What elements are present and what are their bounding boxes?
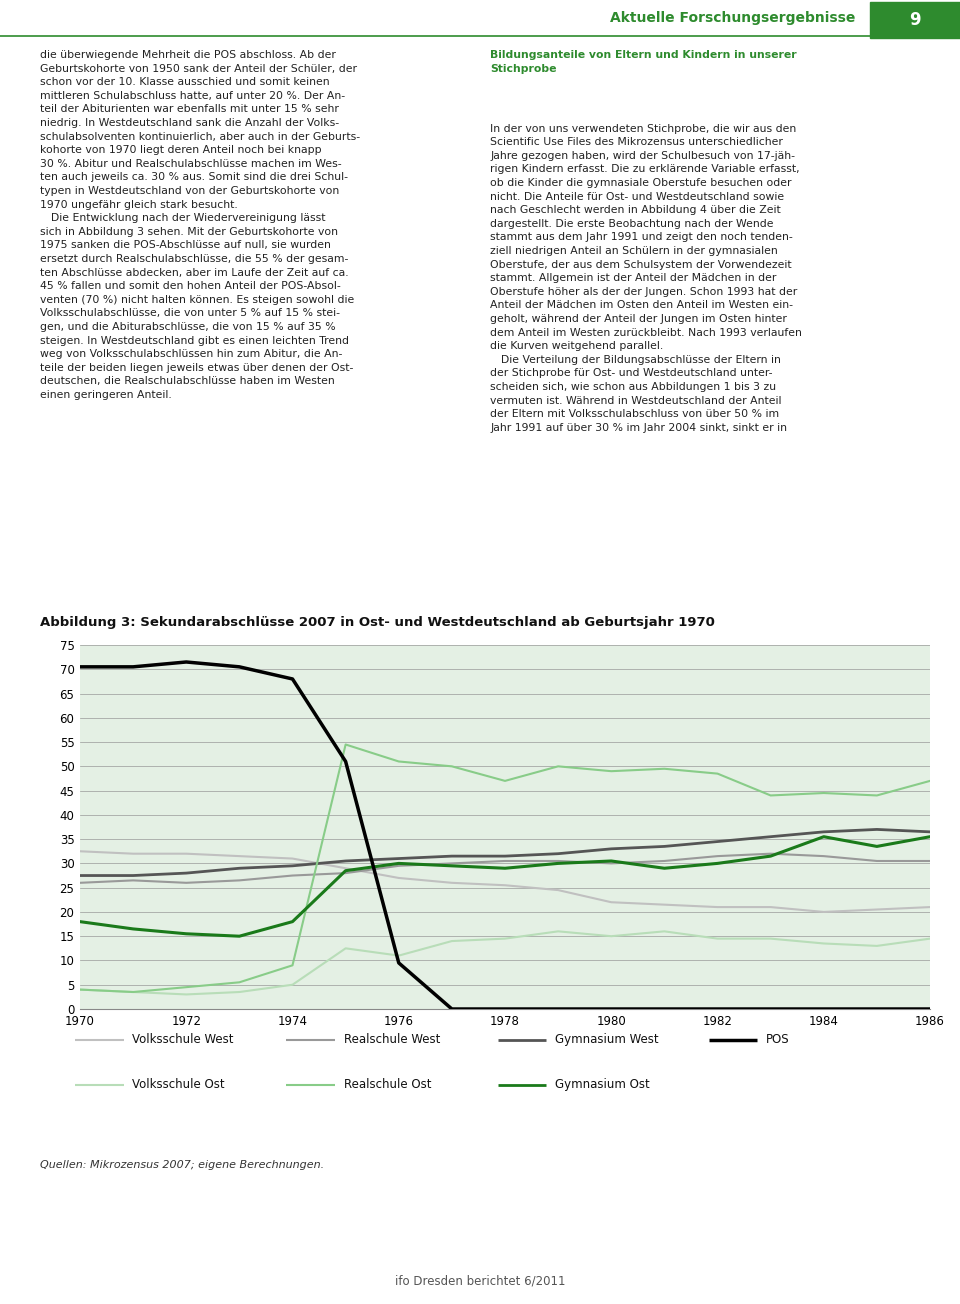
Text: In der von uns verwendeten Stichprobe, die wir aus den
Scientific Use Files des : In der von uns verwendeten Stichprobe, d…	[490, 124, 802, 433]
Text: die überwiegende Mehrheit die POS abschloss. Ab der
Geburtskohorte von 1950 sank: die überwiegende Mehrheit die POS abschl…	[40, 50, 360, 400]
Text: Realschule West: Realschule West	[344, 1033, 440, 1046]
Bar	[870, 3, 960, 38]
Text: Volksschule West: Volksschule West	[132, 1033, 234, 1046]
Text: POS: POS	[766, 1033, 790, 1046]
Text: Abbildung 3: Sekundarabschlüsse 2007 in Ost- und Westdeutschland ab Geburtsjahr : Abbildung 3: Sekundarabschlüsse 2007 in …	[40, 615, 715, 629]
Text: 9: 9	[909, 10, 921, 29]
Text: Realschule Ost: Realschule Ost	[344, 1078, 431, 1091]
Text: Gymnasium West: Gymnasium West	[555, 1033, 659, 1046]
Text: Volksschule Ost: Volksschule Ost	[132, 1078, 225, 1091]
Text: Quellen: Mikrozensus 2007; eigene Berechnungen.: Quellen: Mikrozensus 2007; eigene Berech…	[40, 1161, 324, 1170]
Text: ifo Dresden berichtet 6/2011: ifo Dresden berichtet 6/2011	[395, 1275, 565, 1287]
Text: Gymnasium Ost: Gymnasium Ost	[555, 1078, 650, 1091]
Text: Aktuelle Forschungsergebnisse: Aktuelle Forschungsergebnisse	[610, 10, 855, 25]
Text: Bildungsanteile von Eltern und Kindern in unserer
Stichprobe: Bildungsanteile von Eltern und Kindern i…	[490, 50, 797, 73]
